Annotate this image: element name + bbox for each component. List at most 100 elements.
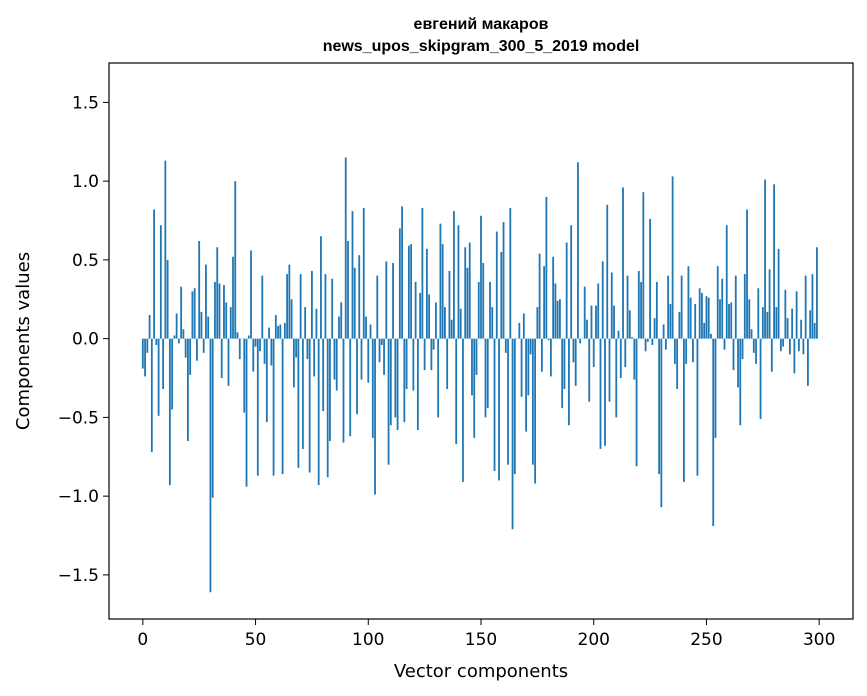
- x-tick-label: 0: [137, 630, 148, 650]
- bars-group: [141, 157, 818, 593]
- bar: [651, 338, 654, 345]
- bar: [283, 322, 286, 339]
- bar: [802, 338, 805, 355]
- bar: [466, 267, 469, 339]
- bar: [216, 247, 219, 339]
- bar: [574, 338, 577, 386]
- bar: [590, 305, 593, 339]
- bar: [265, 338, 268, 423]
- x-axis-label: Vector components: [394, 661, 568, 682]
- bar: [171, 338, 174, 410]
- bar: [455, 338, 458, 445]
- x-tick-label: 150: [465, 630, 497, 650]
- bar: [193, 288, 196, 339]
- bar: [482, 263, 485, 339]
- bar: [716, 266, 719, 339]
- bar: [660, 338, 663, 508]
- bar: [741, 338, 744, 360]
- bar: [207, 316, 210, 339]
- bar: [315, 308, 318, 339]
- bar: [392, 263, 394, 339]
- x-tick-label: 100: [352, 630, 384, 650]
- bar: [157, 338, 160, 416]
- bar: [746, 209, 748, 339]
- bar: [331, 278, 334, 339]
- bar: [227, 338, 230, 386]
- bar: [292, 338, 295, 388]
- bar: [793, 338, 796, 374]
- bar: [752, 338, 755, 353]
- bar: [633, 338, 636, 380]
- bar: [770, 338, 773, 372]
- bar: [538, 253, 541, 339]
- bar: [775, 307, 778, 339]
- bar: [687, 266, 690, 339]
- bar: [579, 338, 582, 344]
- bar: [261, 275, 264, 339]
- bar: [599, 338, 602, 449]
- bar: [177, 338, 180, 344]
- bar: [800, 319, 803, 339]
- bar: [407, 245, 410, 339]
- bar: [561, 338, 564, 408]
- bar: [329, 338, 331, 442]
- bar: [673, 338, 676, 364]
- bar: [728, 303, 730, 339]
- bar: [768, 269, 771, 339]
- bar: [236, 332, 239, 339]
- bar: [588, 338, 591, 402]
- bar: [356, 338, 358, 415]
- bar: [369, 324, 372, 339]
- bar: [301, 338, 304, 449]
- bar: [473, 338, 476, 438]
- bar: [624, 338, 627, 367]
- bar: [809, 310, 812, 339]
- y-tick-label: −0.5: [58, 408, 99, 428]
- bar: [385, 261, 388, 339]
- bar: [570, 225, 573, 339]
- bar: [622, 187, 624, 339]
- bar: [759, 338, 762, 419]
- bar: [263, 338, 266, 364]
- bar: [279, 324, 282, 339]
- bar: [387, 338, 390, 465]
- bar: [326, 338, 329, 478]
- bar: [631, 337, 633, 339]
- bar: [347, 240, 349, 339]
- bar: [144, 338, 146, 377]
- bar: [698, 288, 701, 339]
- bar: [155, 338, 158, 345]
- bar: [159, 225, 162, 339]
- bar: [685, 338, 688, 364]
- bar: [295, 338, 298, 358]
- bar: [175, 313, 178, 339]
- bar: [559, 299, 561, 339]
- bar: [306, 338, 309, 360]
- bar: [444, 307, 446, 339]
- y-tick-label: −1.0: [58, 487, 99, 507]
- bar: [220, 338, 223, 379]
- bar: [757, 288, 760, 339]
- bar: [563, 338, 566, 390]
- bar: [297, 338, 300, 468]
- bar: [500, 252, 503, 339]
- bar: [543, 266, 546, 339]
- bar: [238, 338, 241, 360]
- bar: [396, 338, 399, 430]
- bar: [509, 207, 512, 339]
- bar: [362, 207, 365, 339]
- bar: [277, 326, 279, 339]
- bar: [493, 338, 496, 471]
- bar: [281, 338, 284, 475]
- bar: [723, 338, 726, 350]
- bar: [795, 291, 798, 339]
- bar: [419, 292, 422, 339]
- bar: [274, 315, 277, 339]
- bar: [340, 302, 343, 339]
- bar: [432, 338, 435, 350]
- bar: [256, 338, 259, 476]
- bar: [714, 338, 717, 438]
- bar: [211, 338, 214, 498]
- bar: [209, 338, 212, 593]
- bar: [730, 302, 733, 339]
